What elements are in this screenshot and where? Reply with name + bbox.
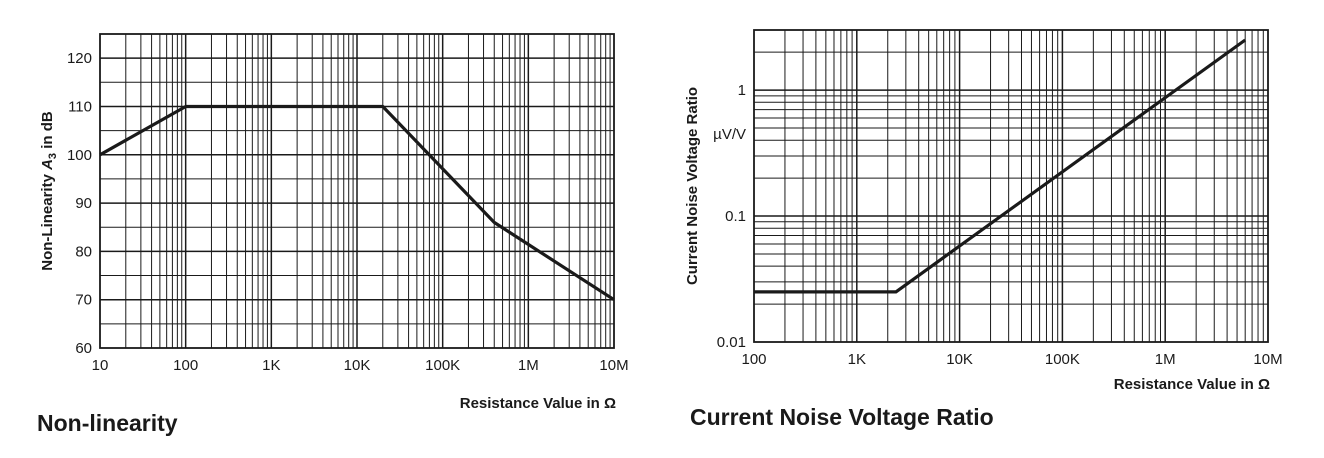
data-series-line <box>99 104 615 302</box>
y-axis-title: Non-Linearity A3 in dB <box>39 111 59 271</box>
y-tick-label: 0.01 <box>717 334 746 351</box>
x-tick-label: 10K <box>946 351 973 368</box>
x-tick-label: 10 <box>92 357 109 374</box>
nonlinearity-caption: Non-linearity <box>37 410 178 436</box>
y-axis-title-variable: A <box>39 159 56 171</box>
x-tick-label: 10M <box>599 357 628 374</box>
gridlines <box>100 34 614 348</box>
y-tick-label: 100 <box>67 147 92 164</box>
x-tick-label: 10M <box>1253 351 1282 368</box>
x-tick-label: 100K <box>425 357 460 374</box>
x-axis-title: Resistance Value in Ω <box>1114 376 1270 393</box>
plot-frame <box>753 29 1269 343</box>
y-tick-label: 60 <box>75 340 92 357</box>
x-tick-label: 100K <box>1045 351 1080 368</box>
noise-ratio-caption: Current Noise Voltage Ratio <box>690 404 994 430</box>
y-axis-title: Current Noise Voltage Ratio <box>684 87 701 285</box>
y-axis-title-text: Non-Linearity <box>39 170 56 271</box>
y-axis-unit-label: µV/V <box>713 126 746 143</box>
y-tick-label: 70 <box>75 292 92 309</box>
x-tick-label: 1M <box>518 357 539 374</box>
y-tick-label: 90 <box>75 195 92 212</box>
data-series-line <box>754 38 1247 294</box>
y-tick-label: 0.1 <box>725 208 746 225</box>
x-tick-label: 10K <box>344 357 371 374</box>
x-tick-label: 1M <box>1155 351 1176 368</box>
nonlinearity-chart: 10 100 1K 10K 100K 1M 10M 60 70 80 90 100 110 120 Resi… <box>39 33 629 412</box>
plot-frame <box>99 33 615 349</box>
y-tick-label: 120 <box>67 50 92 67</box>
x-tick-label: 1K <box>262 357 280 374</box>
y-axis-title-unit: in dB <box>39 111 56 153</box>
y-axis-title-subscript: 3 <box>47 153 59 159</box>
y-tick-label: 110 <box>68 98 92 115</box>
x-tick-label: 100 <box>741 351 766 368</box>
x-axis-title: Resistance Value in Ω <box>460 395 616 412</box>
y-tick-label: 80 <box>75 243 92 260</box>
x-tick-label: 1K <box>848 351 866 368</box>
y-tick-label: 1 <box>738 82 746 99</box>
x-tick-label: 100 <box>173 357 198 374</box>
noise-ratio-chart: 100 1K 10K 100K 1M 10M 0.01 0.1 1 Resistance Valu… <box>684 29 1283 393</box>
gridlines <box>754 30 1268 342</box>
